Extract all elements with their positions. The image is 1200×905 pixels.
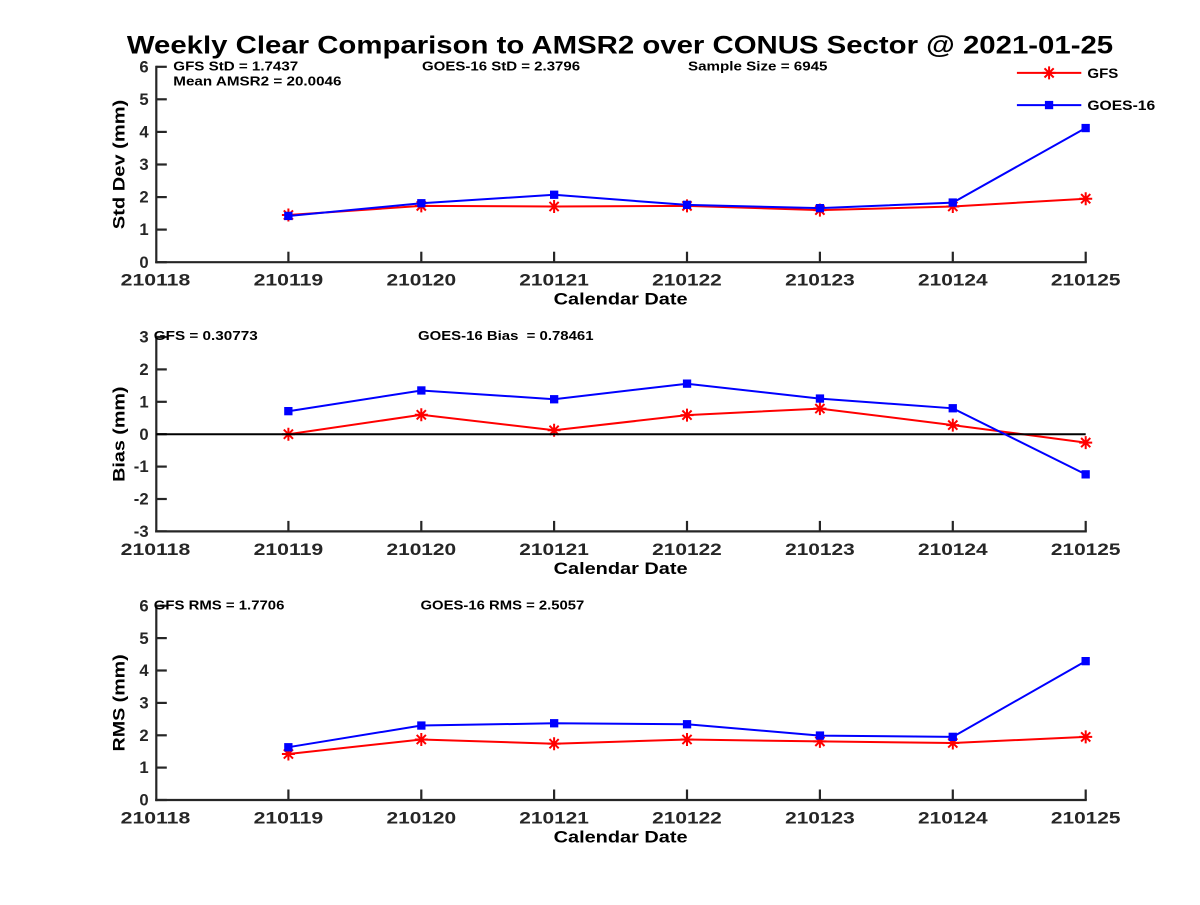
svg-text:5: 5 bbox=[139, 629, 148, 648]
svg-text:Std Dev (mm): Std Dev (mm) bbox=[110, 100, 129, 230]
svg-text:210118: 210118 bbox=[121, 540, 191, 559]
svg-text:RMS (mm): RMS (mm) bbox=[110, 654, 129, 751]
svg-text:210123: 210123 bbox=[785, 271, 855, 290]
svg-text:-2: -2 bbox=[134, 490, 149, 509]
svg-text:GOES-16 StD = 2.3796: GOES-16 StD = 2.3796 bbox=[422, 59, 580, 73]
svg-text:Mean AMSR2 = 20.0046: Mean AMSR2 = 20.0046 bbox=[173, 75, 341, 89]
svg-text:5: 5 bbox=[139, 90, 148, 109]
svg-text:Calendar Date: Calendar Date bbox=[554, 828, 688, 847]
svg-text:Weekly Clear Comparison to AMS: Weekly Clear Comparison to AMSR2 over CO… bbox=[127, 32, 1113, 60]
svg-text:210124: 210124 bbox=[918, 271, 989, 290]
svg-text:0: 0 bbox=[139, 253, 148, 272]
svg-text:210119: 210119 bbox=[254, 271, 324, 290]
svg-text:210121: 210121 bbox=[519, 808, 589, 827]
svg-text:GOES-16 RMS = 2.5057: GOES-16 RMS = 2.5057 bbox=[421, 598, 585, 612]
svg-text:Calendar Date: Calendar Date bbox=[554, 290, 688, 309]
svg-text:4: 4 bbox=[139, 123, 149, 142]
svg-text:210125: 210125 bbox=[1051, 271, 1121, 290]
svg-text:-1: -1 bbox=[134, 457, 149, 476]
svg-text:3: 3 bbox=[139, 693, 148, 712]
svg-text:6: 6 bbox=[139, 57, 148, 76]
svg-text:210120: 210120 bbox=[387, 540, 457, 559]
svg-text:GFS = 0.30773: GFS = 0.30773 bbox=[154, 329, 258, 343]
svg-text:210122: 210122 bbox=[652, 271, 722, 290]
svg-text:Calendar Date: Calendar Date bbox=[554, 559, 688, 578]
svg-text:210120: 210120 bbox=[387, 808, 457, 827]
svg-text:Bias (mm): Bias (mm) bbox=[110, 387, 129, 482]
svg-text:210123: 210123 bbox=[785, 540, 855, 559]
svg-text:210122: 210122 bbox=[652, 808, 722, 827]
svg-text:-3: -3 bbox=[134, 522, 149, 541]
svg-text:3: 3 bbox=[139, 155, 148, 174]
svg-text:6: 6 bbox=[139, 596, 148, 615]
svg-text:210124: 210124 bbox=[918, 808, 989, 827]
svg-text:4: 4 bbox=[139, 661, 149, 680]
svg-text:210119: 210119 bbox=[254, 808, 324, 827]
svg-text:1: 1 bbox=[139, 392, 148, 411]
svg-text:210118: 210118 bbox=[121, 271, 191, 290]
svg-text:1: 1 bbox=[139, 758, 148, 777]
svg-text:210122: 210122 bbox=[652, 540, 722, 559]
svg-text:GFS RMS = 1.7706: GFS RMS = 1.7706 bbox=[154, 598, 285, 612]
svg-text:210121: 210121 bbox=[519, 271, 589, 290]
svg-text:Sample Size = 6945: Sample Size = 6945 bbox=[688, 59, 828, 73]
svg-text:210125: 210125 bbox=[1051, 808, 1121, 827]
svg-text:2: 2 bbox=[139, 726, 148, 745]
svg-text:GFS: GFS bbox=[1087, 65, 1118, 81]
svg-text:GOES-16: GOES-16 bbox=[1087, 97, 1155, 113]
svg-text:210124: 210124 bbox=[918, 540, 989, 559]
svg-text:0: 0 bbox=[139, 791, 148, 810]
svg-text:1: 1 bbox=[139, 220, 148, 239]
svg-text:210123: 210123 bbox=[785, 808, 855, 827]
svg-text:0: 0 bbox=[139, 425, 148, 444]
svg-text:2: 2 bbox=[139, 188, 148, 207]
svg-text:210120: 210120 bbox=[387, 271, 457, 290]
svg-text:2: 2 bbox=[139, 360, 148, 379]
svg-text:GFS StD = 1.7437: GFS StD = 1.7437 bbox=[173, 59, 298, 73]
svg-text:GOES-16 Bias = 0.78461: GOES-16 Bias = 0.78461 bbox=[418, 329, 594, 343]
svg-text:210125: 210125 bbox=[1051, 540, 1121, 559]
svg-text:3: 3 bbox=[139, 328, 148, 347]
svg-text:210118: 210118 bbox=[121, 808, 191, 827]
svg-text:210121: 210121 bbox=[519, 540, 589, 559]
svg-text:210119: 210119 bbox=[254, 540, 324, 559]
